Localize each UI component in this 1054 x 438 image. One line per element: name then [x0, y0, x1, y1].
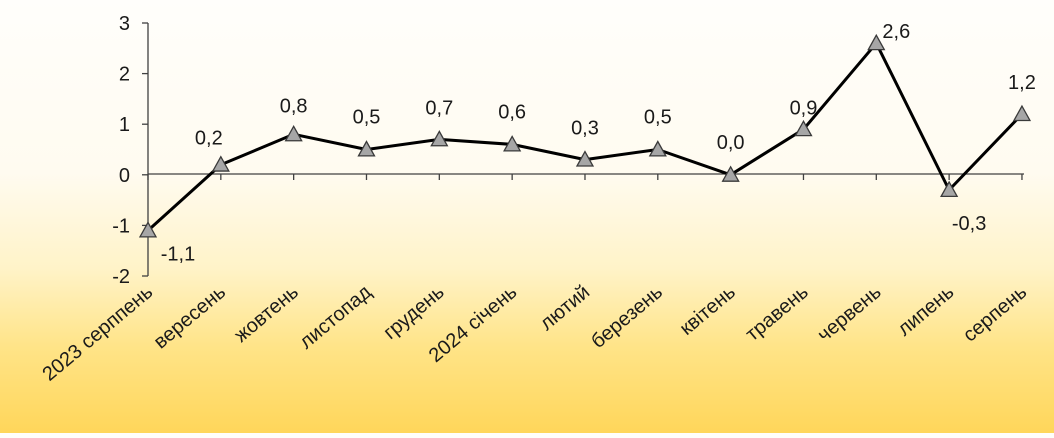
data-point-marker	[357, 140, 376, 157]
x-ticks	[147, 174, 1023, 180]
x-category-label: березень	[587, 281, 667, 353]
data-label: 0,2	[195, 128, 223, 150]
data-label: 0,5	[644, 107, 672, 129]
data-label: 1,2	[1008, 72, 1036, 94]
x-category-label: травень	[742, 281, 813, 346]
data-point-marker	[430, 130, 449, 147]
x-category-label: грудень	[379, 281, 448, 344]
y-tick-label: 3	[119, 13, 130, 35]
data-label: 0,5	[353, 107, 381, 129]
x-category-label: серпень	[959, 281, 1031, 346]
data-point-marker	[867, 33, 886, 51]
data-point-marker	[138, 221, 158, 238]
markers-group	[138, 33, 1032, 238]
data-label: 0,9	[790, 97, 818, 119]
data-point-marker	[940, 180, 959, 198]
data-label: 0,6	[498, 101, 526, 123]
y-tick-label: 1	[119, 114, 130, 136]
x-category-label: 2023 серппень	[38, 281, 157, 386]
y-ticks: 3 2 1 0 -1 -2	[112, 13, 148, 288]
data-label: 0,3	[571, 118, 599, 140]
x-category-label: червень	[813, 281, 885, 346]
x-category-label: квітень	[676, 281, 740, 340]
data-label: 0,0	[717, 132, 745, 154]
axes	[147, 23, 1024, 276]
data-label: 2,6	[882, 21, 910, 43]
data-point-marker	[211, 155, 230, 172]
y-tick-label: 2	[119, 64, 130, 86]
y-tick-label: 0	[119, 165, 130, 187]
data-point-marker	[284, 124, 303, 142]
data-point-marker	[721, 165, 740, 182]
x-category-label: вересень	[150, 281, 230, 353]
data-point-marker	[503, 135, 522, 152]
data-point-marker	[575, 150, 595, 167]
data-point-marker	[1012, 104, 1032, 122]
data-point-marker	[648, 140, 667, 157]
x-category-label: липень	[893, 281, 958, 340]
x-category-label: жовтень	[230, 281, 303, 347]
y-tick-label: -1	[112, 215, 130, 237]
x-category-label: лютий	[536, 281, 594, 335]
data-label: -0,3	[952, 213, 986, 235]
data-point-marker	[794, 119, 813, 137]
data-label: 0,7	[425, 97, 453, 119]
data-label: -1,1	[161, 243, 195, 265]
data-label: 0,8	[280, 95, 308, 117]
y-tick-label: -2	[112, 266, 130, 288]
data-labels-group: -1,1 0,2 0,8 0,5 0,7 0,6 0,3 0,5 0,0 0,9 2,6 -0,3 1,…	[161, 21, 1036, 265]
x-category-label: листопад	[295, 281, 376, 354]
